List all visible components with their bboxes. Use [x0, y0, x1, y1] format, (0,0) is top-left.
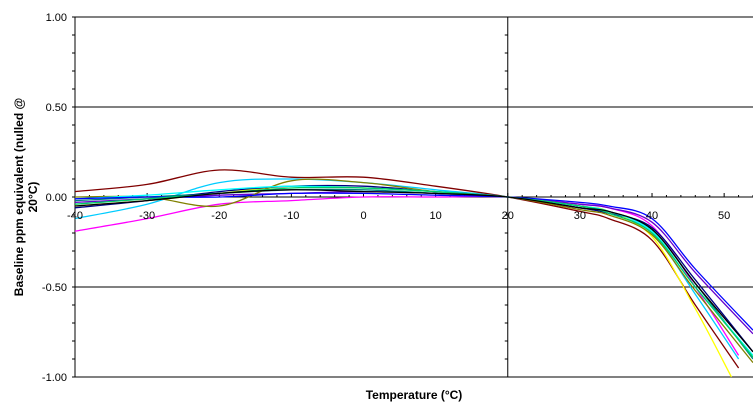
series-line-12	[74, 189, 753, 353]
y-tick-label: -0.50	[42, 282, 67, 294]
x-tick-label: -10	[283, 210, 299, 222]
x-tick-label: 40	[646, 210, 658, 222]
x-tick-label: 20	[502, 210, 514, 222]
y-axis-title-line-2: 20°C)	[26, 182, 40, 213]
x-tick-label: -40	[67, 210, 83, 222]
x-tick-label: 0	[360, 210, 366, 222]
x-tick-label: 50	[718, 210, 730, 222]
x-tick-label: -20	[211, 210, 227, 222]
series-line-10	[74, 192, 753, 331]
y-tick-label: -1.00	[42, 372, 67, 384]
y-tick-label: 0.50	[46, 102, 67, 114]
x-tick-labels: -40 -30 -20 -10 0 10 20 30 40 50	[67, 210, 730, 222]
y-axis-title-line-1: Baseline ppm equivalent (nulled @	[12, 98, 26, 296]
series-line-2	[74, 195, 740, 356]
x-tick-label: 30	[574, 210, 586, 222]
series-lines	[74, 169, 753, 378]
x-axis-title: Temperature (°C)	[366, 388, 463, 402]
series-line-1	[74, 169, 740, 369]
y-tick-label: 0.00	[46, 192, 67, 204]
x-tick-label: -30	[139, 210, 155, 222]
x-tick-label: 10	[430, 210, 442, 222]
y-tick-label: 1.00	[46, 12, 67, 24]
y-tick-labels: 1.00 0.50 0.00 -0.50 -1.00	[42, 12, 67, 384]
